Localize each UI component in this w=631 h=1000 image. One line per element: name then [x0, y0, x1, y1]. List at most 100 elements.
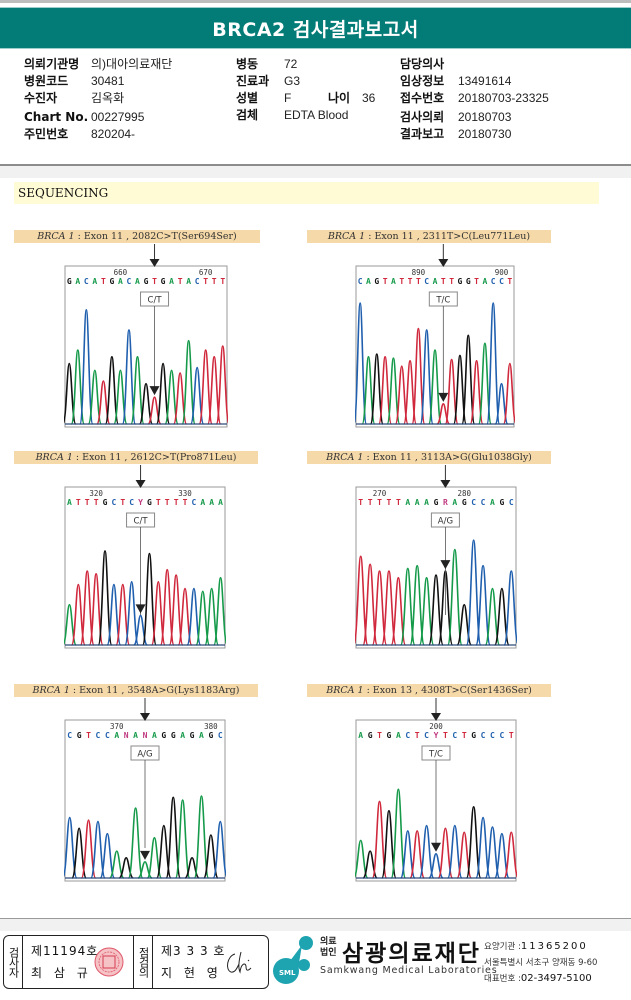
- variant-peak-arrow-icon: [431, 842, 441, 852]
- base-call: G: [147, 498, 152, 507]
- trace-peak: [155, 362, 171, 425]
- trace-peak: [97, 550, 113, 646]
- info-row: 병동 72: [236, 56, 375, 73]
- reviewer-name: 지 현 영: [161, 966, 222, 980]
- base-call: T: [443, 731, 448, 740]
- base-call: C: [105, 731, 110, 740]
- variant-detail: : Exon 11 , 2311T>C(Leu771Leu): [368, 231, 531, 242]
- trace-group: [355, 788, 517, 879]
- reviewer-cell: 제3 3 3 호 지 현 영: [153, 936, 265, 988]
- position-tick-label: 280: [457, 489, 471, 498]
- trace-peak: [90, 820, 106, 879]
- base-call: T: [183, 498, 188, 507]
- base-call: A: [218, 498, 223, 507]
- org-address: 서울특별시 서초구 양재동 9-60: [484, 958, 598, 968]
- position-tick-label: 200: [429, 722, 443, 731]
- trace-peak: [174, 799, 191, 879]
- trace-peak: [355, 302, 368, 425]
- base-call: N: [143, 731, 148, 740]
- info-label: 수진자: [24, 91, 58, 105]
- call-label: C/T: [134, 517, 149, 527]
- variant-peak-arrow-icon: [135, 604, 146, 614]
- reviewer-number: 제3 3 3 호: [161, 944, 226, 958]
- tester-role-text: 검사자: [7, 947, 20, 977]
- tester-number: 제11194호: [31, 944, 99, 958]
- base-call: A: [405, 498, 410, 507]
- base-call: T: [174, 498, 179, 507]
- base-call: G: [466, 277, 471, 286]
- base-call: C: [129, 498, 134, 507]
- org-prefix-top: 의료: [320, 937, 337, 947]
- variant-peak-arrow-icon: [440, 560, 451, 570]
- signature-icon: [227, 951, 252, 974]
- info-label: 검체: [236, 108, 259, 122]
- variant-peak-arrow-icon: [438, 392, 449, 402]
- trace-peak: [168, 574, 184, 646]
- tester-name: 최 삼 규: [31, 966, 92, 980]
- base-call: C: [111, 498, 116, 507]
- base-call: T: [220, 277, 225, 286]
- variant-label: BRCA 1 : Exon 11 , 2082C>T(Ser694Ser): [14, 230, 260, 243]
- base-call: T: [203, 277, 208, 286]
- base-call: T: [415, 731, 420, 740]
- gene-name: BRCA 1: [37, 231, 75, 242]
- base-call: A: [482, 277, 487, 286]
- base-call: T: [507, 277, 512, 286]
- position-tick-label: 320: [89, 489, 103, 498]
- org-name: 삼광의료재단: [342, 941, 481, 967]
- variant-arrow-icon: [438, 259, 449, 267]
- variant-detail: : Exon 11 , 2082C>T(Ser694Ser): [77, 231, 237, 242]
- trace-peak: [130, 355, 145, 425]
- base-call: T: [101, 277, 106, 286]
- footer-divider: [0, 918, 631, 919]
- org-phone-row: 대표번호 :02-3497-5100: [484, 971, 597, 987]
- info-label: Chart No.: [24, 110, 89, 124]
- trace-peak: [193, 795, 210, 879]
- sml-logo-icon: SML: [273, 936, 313, 984]
- variant-detail: : Exon 11 , 3548A>G(Lys1183Arg): [72, 685, 240, 696]
- patient-info-col1: 의뢰기관명 의)대아의료재단 병원코드 30481 수진자 김옥화 Chart No.…: [24, 56, 172, 143]
- base-call: A: [415, 498, 420, 507]
- gene-name: BRCA 1: [35, 452, 73, 463]
- patient-info-col2: 병동 72 진료과 G3 성별 F 나이 36 검체 EDTA Blood: [236, 56, 375, 124]
- base-call: T: [408, 277, 413, 286]
- info-value: 820204-: [91, 127, 136, 141]
- trace-peak: [419, 329, 434, 425]
- info-value: 13491614: [458, 74, 512, 88]
- reviewer-role-text: 점검의: [137, 947, 150, 977]
- divider: [0, 164, 631, 166]
- patient-info-col3: 담당의사 임상정보 13491614 접수번호 20180703-23325 검사의…: [400, 56, 549, 143]
- trace-peak: [418, 824, 435, 879]
- base-call: A: [114, 731, 119, 740]
- base-call: G: [103, 498, 108, 507]
- call-label: C/T: [148, 296, 163, 306]
- base-call: T: [509, 731, 514, 740]
- organization-block: SML 의료 법인 삼광의료재단 Samkwang Medical Laborat…: [272, 933, 631, 993]
- trace-group: [64, 550, 226, 646]
- base-call: A: [391, 277, 396, 286]
- base-call: G: [171, 731, 176, 740]
- variant-peak-arrow-icon: [140, 850, 150, 860]
- trace-group: [355, 302, 515, 425]
- trace-peak: [165, 796, 182, 879]
- variant-label: BRCA 1 : Exon 11 , 2311T>C(Leu771Leu): [307, 230, 551, 243]
- info-row: 병원코드 30481: [24, 73, 172, 90]
- call-label: T/C: [428, 750, 443, 760]
- trace-peak: [141, 552, 157, 646]
- call-label: A/G: [137, 750, 152, 760]
- base-call: G: [161, 731, 166, 740]
- scan-edge: [0, 166, 631, 178]
- info-value: 30481: [91, 74, 125, 88]
- base-call: Y: [138, 498, 143, 507]
- trace-peak: [465, 539, 482, 646]
- position-tick-label: 270: [373, 489, 387, 498]
- gene-name: BRCA 1: [326, 685, 364, 696]
- trace-peak: [446, 548, 463, 646]
- trace-peak: [503, 831, 517, 879]
- base-call: C: [424, 731, 429, 740]
- call-label: T/C: [435, 296, 450, 306]
- signature-box: 검사자 제11194호 최 삼 규 점검의 제3 3 3 호 지 현 영: [3, 935, 269, 989]
